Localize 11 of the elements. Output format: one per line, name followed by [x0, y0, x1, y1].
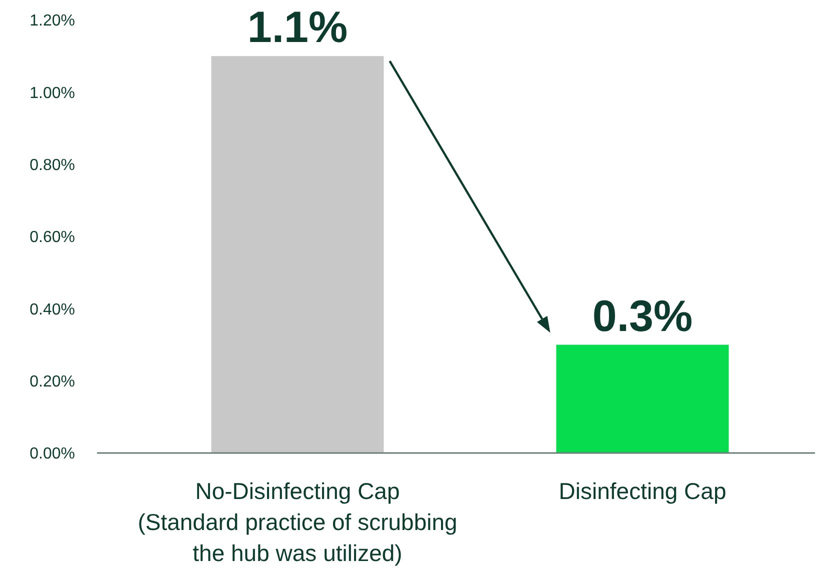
y-tick-label: 0.80%	[30, 156, 75, 174]
x-tick-label: No-Disinfecting Cap (Standard practice of scrubbing the hub was utilized)	[138, 478, 458, 566]
data-label: 0.3%	[592, 292, 693, 341]
data-label: 1.1%	[247, 3, 348, 52]
x-tick-label: Disinfecting Cap	[558, 478, 726, 504]
y-tick-label: 1.20%	[30, 12, 75, 30]
y-tick-label: 0.40%	[30, 301, 75, 318]
y-tick-label: 0.20%	[30, 373, 75, 390]
y-tick-label: 0.00%	[30, 446, 75, 463]
y-tick-label: 1.00%	[30, 84, 75, 102]
y-tick-label: 0.60%	[30, 229, 75, 246]
